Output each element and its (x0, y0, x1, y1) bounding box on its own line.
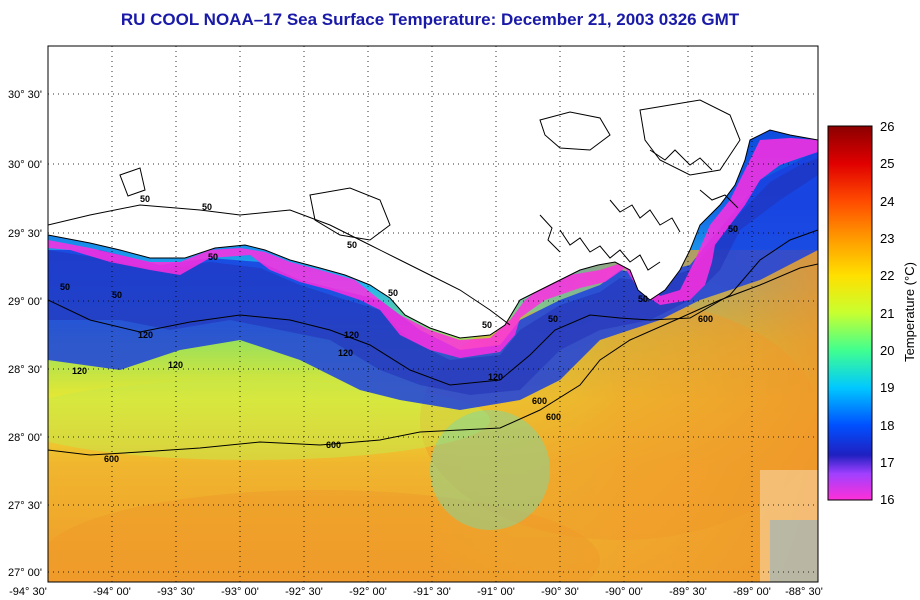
colorbar-tick: 26 (880, 119, 894, 134)
map-title: RU COOL NOAA–17 Sea Surface Temperature:… (120, 10, 740, 29)
contour-label: 50 (202, 202, 212, 212)
y-tick-label: 27° 00' (8, 567, 42, 579)
colorbar-tick: 16 (880, 492, 894, 507)
plot-area: 50 50 50 50 50 50 50 50 50 50 50 120 120… (48, 46, 818, 582)
colorbar-tick: 23 (880, 231, 894, 246)
x-tick-label: -88° 30' (785, 586, 823, 598)
colorbar-scale (827, 125, 873, 501)
colorbar-tick: 20 (880, 343, 894, 358)
x-tick-label: -91° 30' (413, 586, 451, 598)
colorbar: 26 25 24 23 22 21 20 19 18 17 16 Tempera… (827, 119, 917, 507)
y-tick-label: 30° 00' (8, 159, 42, 171)
contour-label: 50 (728, 224, 738, 234)
x-tick-label: -93° 00' (221, 586, 259, 598)
x-tick-label: -89° 00' (733, 586, 771, 598)
x-tick-label: -92° 00' (349, 586, 387, 598)
x-tick-label: -91° 00' (477, 586, 515, 598)
contour-label: 120 (488, 372, 503, 382)
colorbar-title: Temperature (°C) (902, 262, 917, 362)
contour-label: 600 (326, 440, 341, 450)
x-tick-label: -92° 30' (285, 586, 323, 598)
plume-green (430, 410, 550, 530)
delta-coastline (539, 149, 739, 271)
graticule (48, 46, 818, 582)
contour-label: 50 (548, 314, 558, 324)
contour-label: 50 (140, 194, 150, 204)
contour-label: 120 (344, 330, 359, 340)
contour-label: 50 (638, 294, 648, 304)
contour-label: 50 (347, 240, 357, 250)
colorbar-tick: 17 (880, 455, 894, 470)
y-axis-labels: 30° 30' 30° 00' 29° 30' 29° 00' 28° 30' … (8, 89, 42, 579)
contour-label: 50 (208, 252, 218, 262)
contour-50m (48, 204, 511, 326)
contour-label: 120 (338, 348, 353, 358)
x-tick-label: -90° 00' (605, 586, 643, 598)
inland-lake (309, 187, 391, 241)
colorbar-tick: 18 (880, 418, 894, 433)
contour-label: 120 (72, 366, 87, 376)
contour-labels: 50 50 50 50 50 50 50 50 50 50 50 120 120… (60, 194, 738, 464)
y-tick-label: 29° 00' (8, 296, 42, 308)
contour-label: 50 (60, 282, 70, 292)
x-tick-label: -93° 30' (157, 586, 195, 598)
y-tick-label: 28° 30' (8, 364, 42, 376)
inland-bay (639, 99, 741, 176)
x-tick-label: -94° 00' (93, 586, 131, 598)
colorbar-tick: 24 (880, 194, 894, 209)
contour-120m (48, 229, 818, 386)
x-tick-label: -90° 30' (541, 586, 579, 598)
x-tick-label: -94° 30' (9, 586, 47, 598)
lake-pontchartrain (539, 111, 611, 151)
colorbar-tick: 25 (880, 156, 894, 171)
y-tick-label: 30° 30' (8, 89, 42, 101)
contour-label: 600 (104, 454, 119, 464)
contour-label: 120 (138, 330, 153, 340)
cloud-noise-blue (770, 520, 818, 582)
cloud-noise-patch (760, 470, 818, 582)
plot-frame (47, 45, 819, 583)
contour-label: 600 (698, 314, 713, 324)
colorbar-tick: 21 (880, 306, 894, 321)
contour-label: 50 (112, 290, 122, 300)
contour-label: 120 (168, 360, 183, 370)
coldest-shelf-water (48, 158, 818, 395)
x-axis-labels: -94° 30' -94° 00' -93° 30' -93° 00' -92°… (9, 586, 823, 598)
contour-label: 50 (482, 320, 492, 330)
colorbar-tick: 19 (880, 380, 894, 395)
contour-label: 600 (546, 412, 561, 422)
y-tick-label: 29° 30' (8, 228, 42, 240)
inland-lake-west (119, 167, 146, 197)
colorbar-tick: 22 (880, 268, 894, 283)
land-mass (48, 46, 818, 339)
y-tick-label: 27° 30' (8, 500, 42, 512)
y-tick-label: 28° 00' (8, 432, 42, 444)
contour-600m (48, 263, 818, 456)
contour-label: 600 (532, 396, 547, 406)
x-tick-label: -89° 30' (669, 586, 707, 598)
contour-label: 50 (388, 288, 398, 298)
